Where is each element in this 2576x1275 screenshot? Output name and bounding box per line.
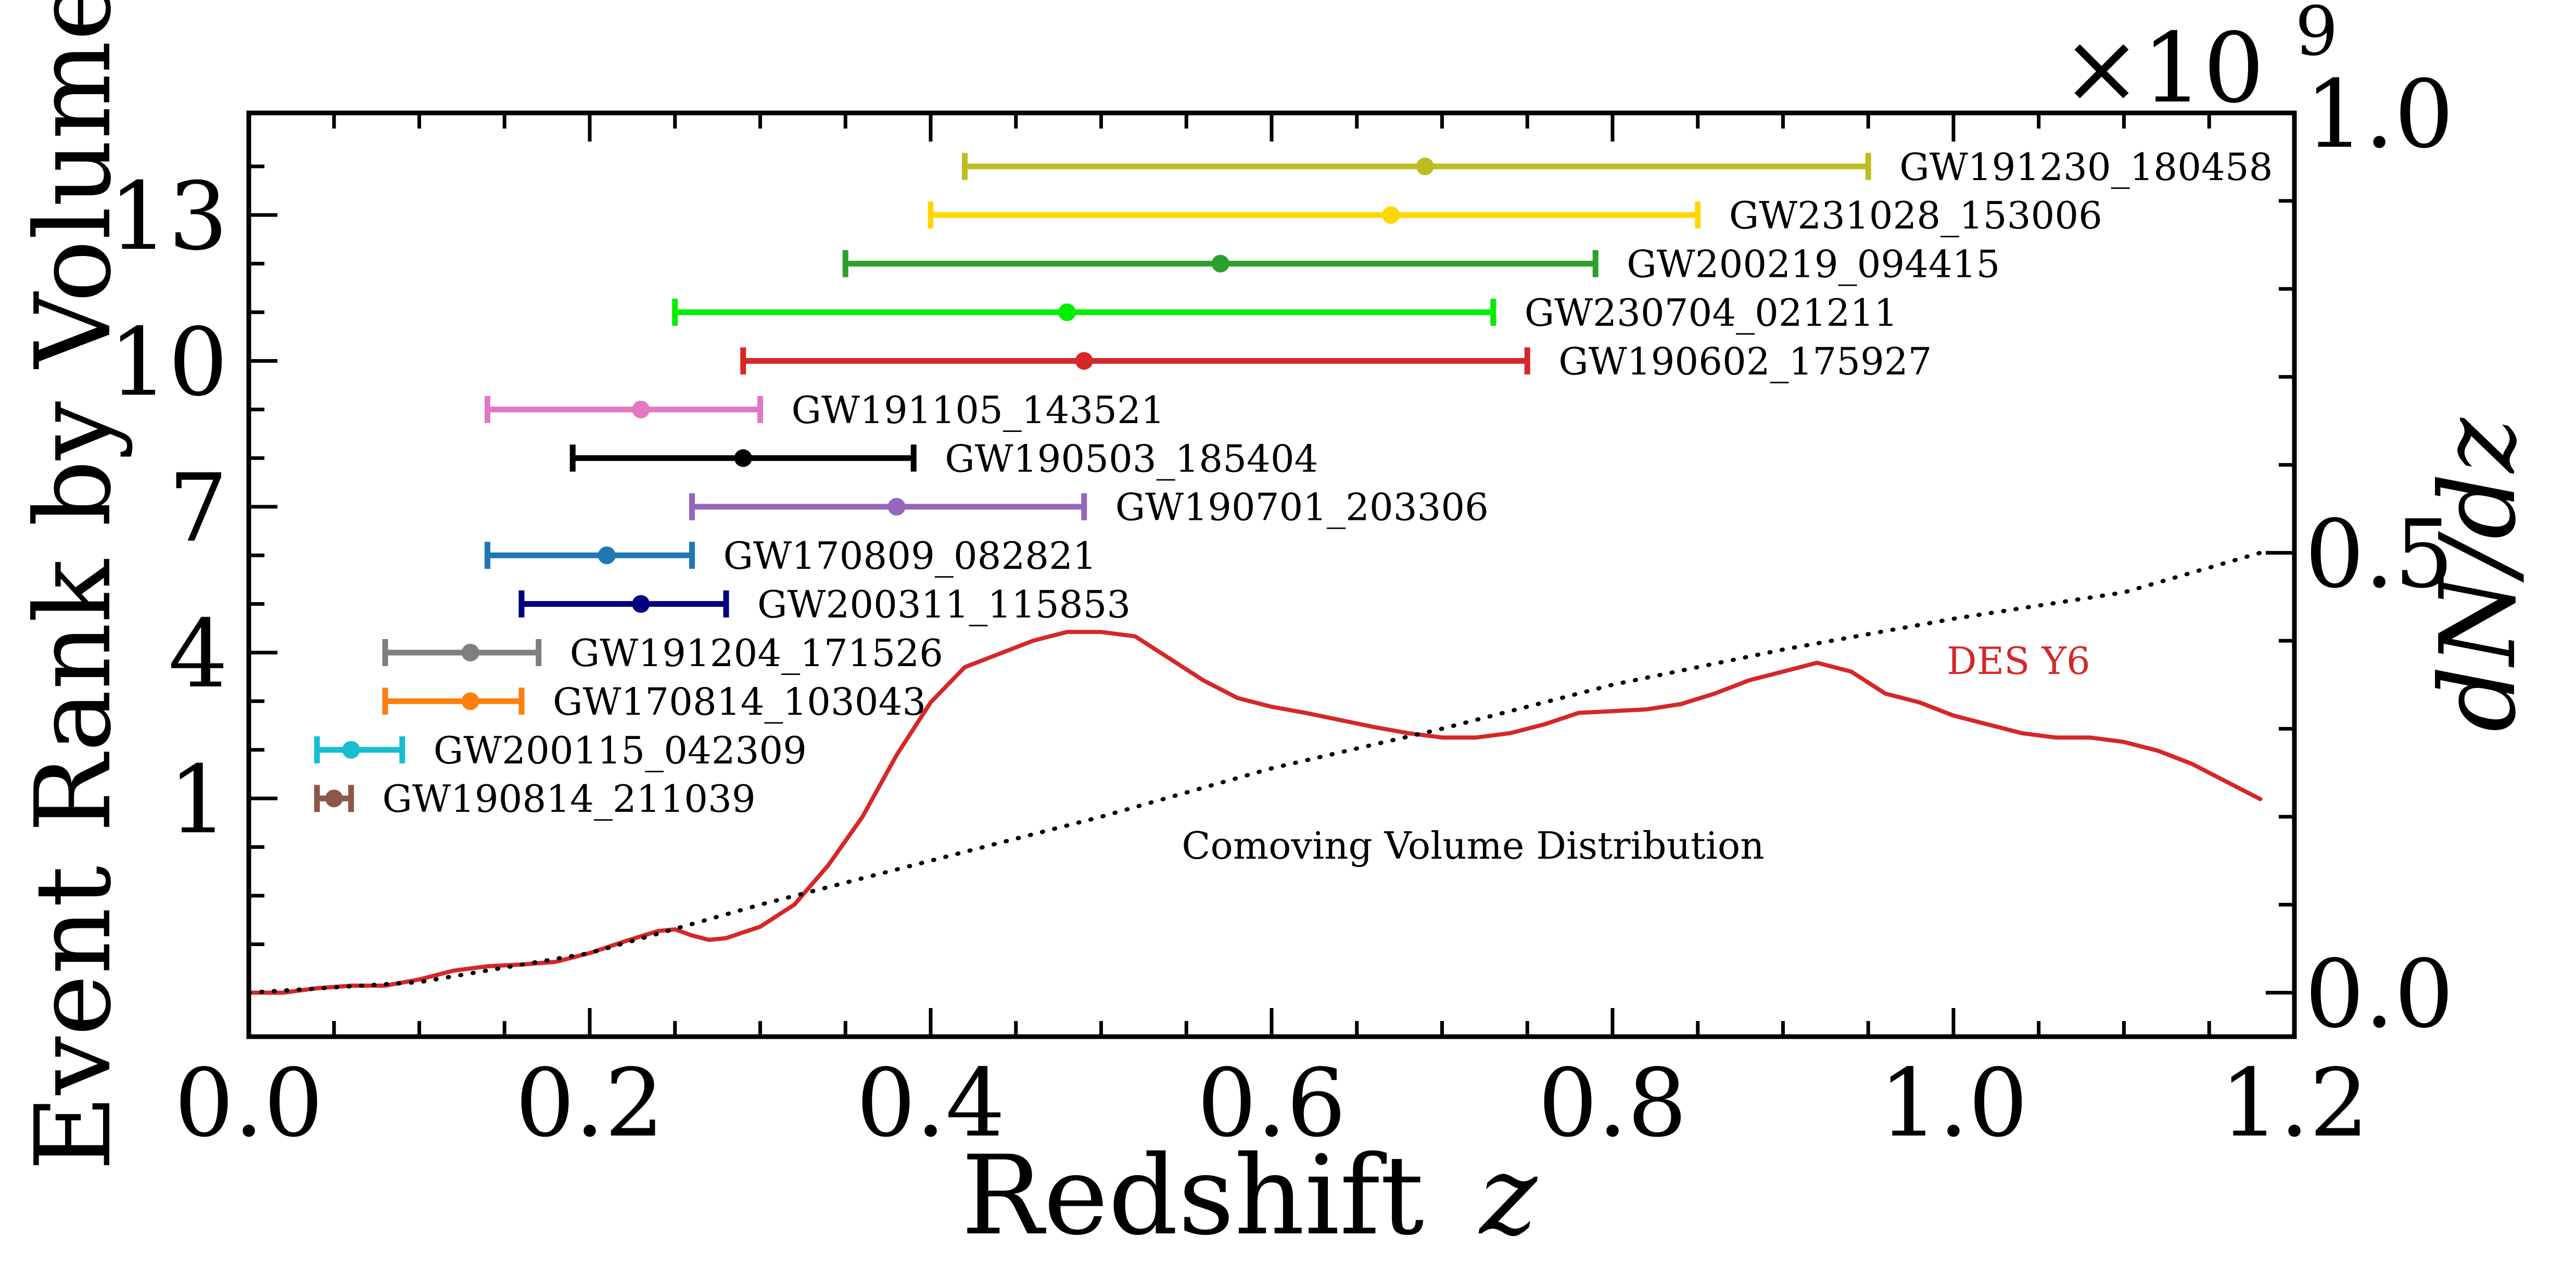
comoving-volume-label: Comoving Volume Distribution	[1182, 824, 1764, 868]
event-marker	[325, 789, 343, 808]
x-axis-label: Redshift z	[961, 1132, 1538, 1259]
right-axis-multiplier-exponent: 9	[2295, 0, 2338, 71]
x-axis-label-text: Redshift	[961, 1132, 1424, 1259]
events-layer: GW190814_211039 GW200115_042309 GW170814_1…	[314, 145, 2273, 821]
right-axis-multiplier-base: ×10	[2061, 12, 2264, 124]
y-left-tick-label: 13	[109, 162, 228, 271]
event-GW190701_203306: GW190701_203306	[689, 486, 1489, 529]
event-label: GW190503_185404	[945, 437, 1318, 480]
event-marker	[1075, 352, 1093, 370]
event-label: GW191204_171526	[570, 631, 943, 675]
tick-labels-layer: 0.0 0.2 0.4 0.6 0.8 1.0 1.2 1 4 7 10 13 0.0 0.5 1.0	[109, 60, 2454, 1158]
event-label: GW191105_143521	[792, 388, 1165, 432]
x-tick-label: 0.6	[1197, 1049, 1346, 1158]
event-marker	[1382, 206, 1400, 224]
event-label: GW170809_082821	[724, 534, 1097, 578]
event-marker	[461, 692, 479, 710]
event-GW191105_143521: GW191105_143521	[485, 388, 1165, 432]
comoving-volume-curve	[247, 551, 2263, 995]
y-right-tick-label: 0.0	[2305, 940, 2454, 1049]
y-axis-label-right: dN/dz	[2418, 417, 2539, 732]
event-GW170809_082821: GW170809_082821	[485, 534, 1097, 578]
event-GW200115_042309: GW200115_042309	[314, 729, 807, 772]
curves-layer	[247, 551, 2263, 995]
right-axis-multiplier: ×10 9	[2061, 0, 2338, 124]
des-y6-label: DES Y6	[1947, 639, 2090, 683]
event-marker	[734, 449, 752, 467]
event-GW231028_153006: GW231028_153006	[928, 194, 2102, 237]
y-left-tick-label: 10	[109, 308, 228, 417]
event-marker	[1416, 157, 1434, 175]
event-marker	[1058, 303, 1076, 322]
event-marker	[1211, 254, 1229, 273]
event-label: GW200219_094415	[1627, 243, 2000, 286]
event-marker	[342, 741, 360, 759]
x-tick-label: 0.8	[1538, 1049, 1687, 1158]
y-axis-label-left: Event Rank by Volume	[13, 0, 134, 1171]
event-GW190814_211039: GW190814_211039	[314, 777, 756, 821]
event-GW170814_103043: GW170814_103043	[382, 680, 926, 723]
event-label: GW231028_153006	[1729, 194, 2102, 237]
event-label: GW200311_115853	[757, 583, 1131, 627]
x-tick-label: 1.2	[2220, 1049, 2369, 1158]
event-marker	[461, 643, 479, 661]
ticks-layer	[247, 111, 2296, 1037]
event-label: GW170814_103043	[553, 680, 926, 723]
x-axis-label-symbol: z	[1478, 1132, 1538, 1259]
event-GW190602_175927: GW190602_175927	[740, 339, 1932, 383]
event-label: GW191230_180458	[1899, 145, 2273, 189]
event-GW230704_021211: GW230704_021211	[672, 291, 1898, 335]
x-tick-label: 0.2	[515, 1049, 664, 1158]
event-GW191230_180458: GW191230_180458	[962, 145, 2273, 189]
y-left-tick-label: 4	[168, 600, 228, 709]
event-label: GW200115_042309	[434, 729, 807, 772]
event-GW191204_171526: GW191204_171526	[382, 631, 943, 675]
y-left-tick-label: 7	[168, 454, 228, 563]
event-marker	[632, 595, 650, 613]
x-tick-label: 1.0	[1879, 1049, 2028, 1158]
event-GW200311_115853: GW200311_115853	[518, 583, 1131, 627]
event-marker	[632, 400, 650, 418]
event-label: GW230704_021211	[1525, 291, 1898, 335]
event-label: GW190701_203306	[1115, 486, 1489, 529]
event-label: GW190602_175927	[1558, 339, 1932, 383]
y-left-tick-label: 1	[168, 746, 228, 855]
x-tick-label: 0.4	[856, 1049, 1005, 1158]
event-label: GW190814_211039	[383, 777, 756, 821]
event-marker	[598, 546, 616, 565]
plot-frame	[246, 110, 2297, 1039]
event-GW200219_094415: GW200219_094415	[842, 243, 2000, 286]
y-right-tick-label: 1.0	[2305, 60, 2454, 169]
event-GW190503_185404: GW190503_185404	[569, 437, 1318, 480]
x-tick-label: 0.0	[174, 1049, 323, 1158]
event-marker	[887, 498, 906, 516]
y-right-tick-label: 0.5	[2305, 500, 2454, 609]
